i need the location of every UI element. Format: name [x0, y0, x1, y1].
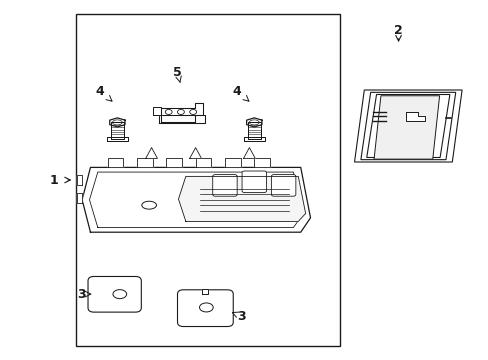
Polygon shape	[77, 193, 82, 203]
Polygon shape	[178, 176, 305, 221]
Text: 5: 5	[172, 66, 181, 78]
FancyBboxPatch shape	[271, 175, 295, 196]
Polygon shape	[195, 158, 211, 167]
FancyBboxPatch shape	[177, 290, 233, 327]
Ellipse shape	[142, 201, 156, 209]
FancyBboxPatch shape	[242, 171, 266, 193]
Polygon shape	[109, 118, 125, 127]
Polygon shape	[360, 93, 455, 160]
FancyBboxPatch shape	[212, 175, 237, 196]
Ellipse shape	[113, 289, 126, 299]
Text: 3: 3	[237, 310, 245, 323]
Circle shape	[165, 109, 172, 114]
Polygon shape	[137, 158, 152, 167]
Polygon shape	[202, 289, 208, 294]
Polygon shape	[106, 137, 128, 141]
Polygon shape	[111, 122, 123, 139]
Text: 4: 4	[96, 85, 104, 98]
Bar	[76, 14, 339, 346]
Ellipse shape	[199, 303, 213, 312]
Polygon shape	[366, 94, 449, 158]
Polygon shape	[145, 148, 157, 158]
Polygon shape	[243, 148, 255, 158]
Polygon shape	[82, 167, 310, 232]
Polygon shape	[166, 158, 182, 167]
Polygon shape	[247, 122, 260, 139]
Polygon shape	[373, 96, 439, 159]
Polygon shape	[354, 90, 461, 162]
Polygon shape	[107, 158, 123, 167]
Circle shape	[189, 109, 196, 114]
Polygon shape	[161, 103, 203, 122]
Polygon shape	[152, 107, 161, 115]
Circle shape	[177, 109, 184, 114]
Polygon shape	[405, 112, 425, 121]
Polygon shape	[189, 148, 201, 158]
Polygon shape	[246, 118, 262, 127]
Text: 3: 3	[77, 288, 86, 301]
Text: 2: 2	[393, 24, 402, 37]
Polygon shape	[77, 175, 82, 185]
Polygon shape	[224, 158, 240, 167]
Polygon shape	[254, 158, 269, 167]
Polygon shape	[159, 115, 205, 123]
Text: 4: 4	[232, 85, 241, 98]
FancyBboxPatch shape	[88, 276, 141, 312]
Polygon shape	[243, 137, 264, 141]
Text: 1: 1	[49, 174, 58, 186]
